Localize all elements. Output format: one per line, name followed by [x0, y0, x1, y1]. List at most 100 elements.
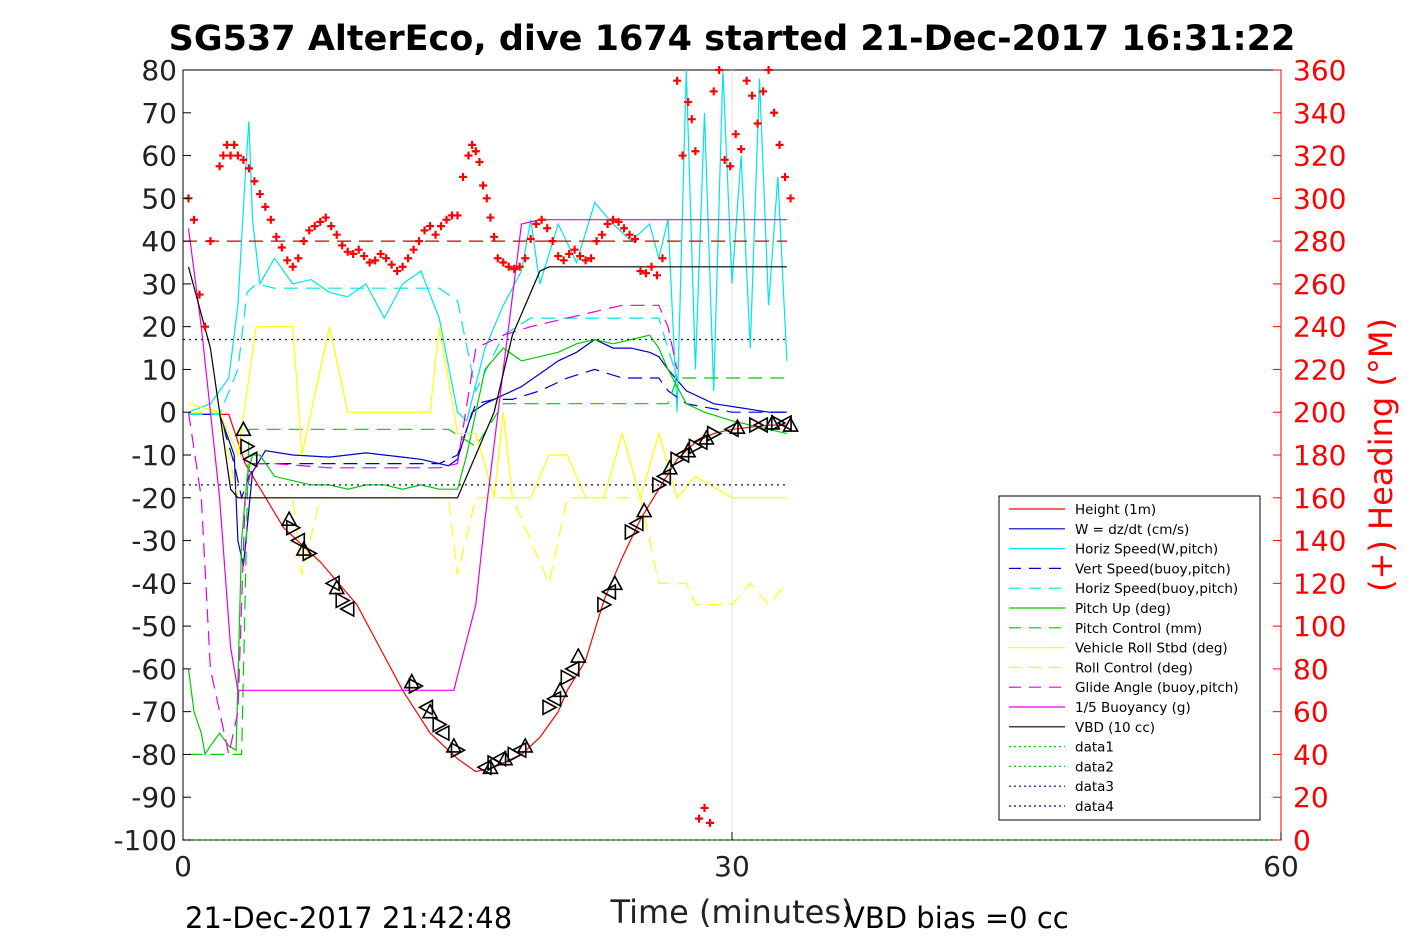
heading-marker [609, 215, 618, 224]
y2-tick-label: 260 [1293, 268, 1346, 301]
heading-marker [458, 172, 467, 181]
heading-marker [277, 243, 286, 252]
y2-tick-label: 0 [1293, 824, 1311, 857]
depth-marker [445, 737, 463, 753]
heading-marker [504, 262, 513, 271]
depth-marker [302, 545, 318, 562]
y2-tick-label: 40 [1293, 738, 1329, 771]
depth-marker [434, 724, 450, 742]
y2-tick-label: 240 [1293, 311, 1346, 344]
heading-marker [316, 217, 325, 226]
heading-marker [753, 119, 762, 128]
heading-marker [272, 232, 281, 241]
y-tick-label: 0 [159, 396, 177, 429]
heading-marker [759, 87, 768, 96]
heading-marker [266, 215, 275, 224]
heading-marker [647, 262, 656, 271]
heading-marker [576, 252, 585, 261]
heading-marker [737, 145, 746, 154]
heading-marker [420, 226, 429, 235]
heading-marker [250, 177, 259, 186]
heading-marker [479, 181, 488, 190]
legend-label-5: Pitch Up (deg) [1075, 601, 1171, 617]
heading-marker [636, 267, 645, 276]
heading-marker [598, 230, 607, 239]
heading-marker [565, 249, 574, 258]
heading-marker [532, 220, 541, 228]
heading-marker [393, 267, 402, 276]
legend-label-7: Vehicle Roll Stbd (deg) [1075, 641, 1228, 657]
heading-marker [486, 213, 495, 222]
heading-marker [409, 245, 418, 254]
y2-tick-label: 80 [1293, 653, 1329, 686]
heading-marker [404, 254, 413, 263]
heading-marker [222, 140, 231, 149]
series-line-11 [187, 266, 787, 499]
heading-marker [641, 269, 650, 278]
heading-marker [283, 256, 292, 265]
heading-marker [764, 66, 773, 74]
y2-tick-label: 200 [1293, 396, 1346, 429]
legend-label-13: data2 [1075, 759, 1114, 775]
heading-marker [526, 234, 535, 243]
series-line-4 [188, 283, 678, 415]
heading-marker [625, 230, 634, 239]
legend-label-4: Horiz Speed(buoy,pitch) [1075, 581, 1238, 597]
heading-marker [475, 157, 484, 166]
heading-marker [614, 217, 623, 226]
y-tick-label: -80 [131, 738, 177, 771]
heading-marker [327, 222, 336, 231]
heading-marker [720, 155, 729, 164]
depth-marker [511, 741, 527, 759]
series-line-5 [187, 334, 788, 757]
heading-marker [493, 254, 502, 263]
y-tick-label: -90 [131, 781, 177, 814]
heading-marker [189, 215, 198, 224]
heading-marker [687, 115, 696, 124]
heading-marker [219, 151, 228, 160]
depth-marker [661, 459, 679, 475]
y-tick-label: 70 [141, 97, 177, 130]
heading-marker [775, 140, 784, 149]
y-tick-label: 10 [141, 353, 177, 386]
heading-marker [673, 76, 682, 85]
y2-tick-label: 360 [1293, 54, 1346, 87]
heading-marker [581, 256, 590, 265]
heading-marker [206, 237, 215, 246]
depth-marker [235, 420, 252, 437]
depth-marker [551, 681, 569, 698]
heading-marker [239, 155, 248, 164]
heading-marker [742, 76, 751, 85]
y-tick-label: -10 [131, 439, 177, 472]
depth-marker [240, 438, 256, 455]
y-tick-label: -100 [113, 824, 177, 857]
heading-marker [468, 140, 477, 149]
legend-label-12: data1 [1075, 740, 1114, 756]
legend-label-1: W = dz/dt (cm/s) [1075, 522, 1189, 538]
y2-tick-label: 180 [1293, 439, 1346, 472]
heading-marker [748, 91, 757, 100]
heading-marker [371, 256, 380, 265]
legend-label-15: data4 [1075, 799, 1114, 815]
heading-marker [786, 194, 795, 203]
depth-marker [729, 418, 746, 434]
heading-marker [226, 151, 235, 160]
depth-marker [624, 523, 641, 541]
depth-marker [408, 677, 425, 695]
y-tick-label: -70 [131, 696, 177, 729]
y2-tick-label: 300 [1293, 182, 1346, 215]
heading-marker [464, 151, 473, 160]
depth-marker [782, 416, 799, 432]
heading-marker [376, 249, 385, 258]
depth-marker [698, 429, 715, 445]
y2-tick-label: 120 [1293, 567, 1346, 600]
heading-marker [294, 254, 303, 263]
heading-marker [233, 151, 242, 160]
y2-tick-label: 20 [1293, 781, 1329, 814]
heading-marker [471, 147, 480, 156]
heading-marker [559, 256, 568, 265]
legend-label-14: data3 [1075, 779, 1114, 795]
x-tick-label: 60 [1263, 850, 1299, 883]
heading-marker [299, 237, 308, 246]
depth-marker [748, 416, 765, 434]
